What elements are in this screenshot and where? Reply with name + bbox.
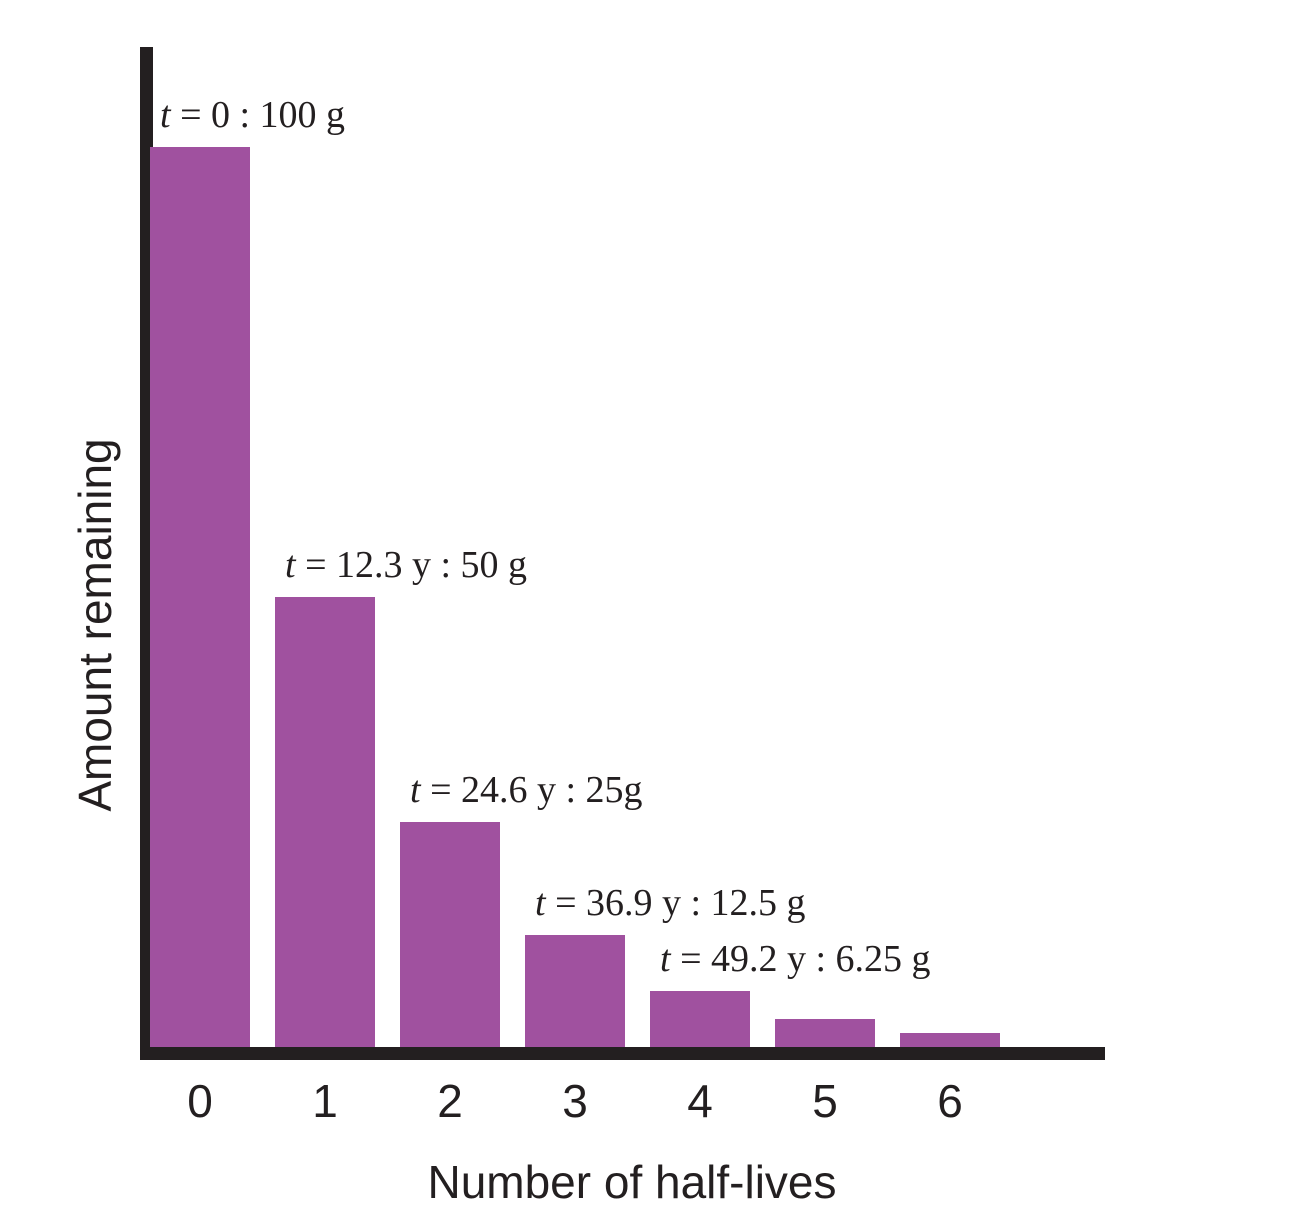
y-axis-title: Amount remaining xyxy=(69,438,121,812)
annotation-text: = 36.9 y : 12.5 g xyxy=(545,881,806,924)
annotation-variable: t xyxy=(535,881,546,924)
annotation-text: = 49.2 y : 6.25 g xyxy=(670,937,931,980)
annotation-text: = 24.6 y : 25g xyxy=(420,769,643,811)
bar xyxy=(150,147,250,1047)
x-tick-label: 6 xyxy=(937,1075,963,1127)
x-tick-label: 3 xyxy=(562,1075,588,1127)
y-axis-line xyxy=(140,47,153,1060)
bar xyxy=(525,934,625,1047)
bar xyxy=(900,1032,1000,1047)
x-tick-label: 1 xyxy=(312,1075,338,1127)
x-tick-label: 2 xyxy=(437,1075,463,1127)
bar xyxy=(400,822,500,1047)
bar-annotation: t = 12.3 y : 50 g xyxy=(285,543,527,589)
annotation-text: = 12.3 y : 50 g xyxy=(295,544,528,586)
annotation-variable: t xyxy=(660,937,671,980)
bar xyxy=(275,597,375,1047)
x-tick-label: 5 xyxy=(812,1075,838,1127)
annotation-variable: t xyxy=(410,769,421,811)
annotation-variable: t xyxy=(285,544,296,586)
bar-annotation: t = 36.9 y : 12.5 g xyxy=(535,881,806,927)
x-tick-label: 4 xyxy=(687,1075,713,1127)
x-axis-title: Number of half-lives xyxy=(427,1156,837,1208)
bar-annotation: t = 0 : 100 g xyxy=(160,93,345,139)
bar xyxy=(650,990,750,1047)
bar-annotation: t = 24.6 y : 25g xyxy=(410,768,643,814)
annotation-variable: t xyxy=(160,94,171,136)
x-axis-line xyxy=(140,1047,1105,1060)
bar-annotation: t = 49.2 y : 6.25 g xyxy=(660,937,931,983)
bar xyxy=(775,1018,875,1047)
annotation-text: = 0 : 100 g xyxy=(170,94,346,136)
x-tick-label: 0 xyxy=(187,1075,213,1127)
